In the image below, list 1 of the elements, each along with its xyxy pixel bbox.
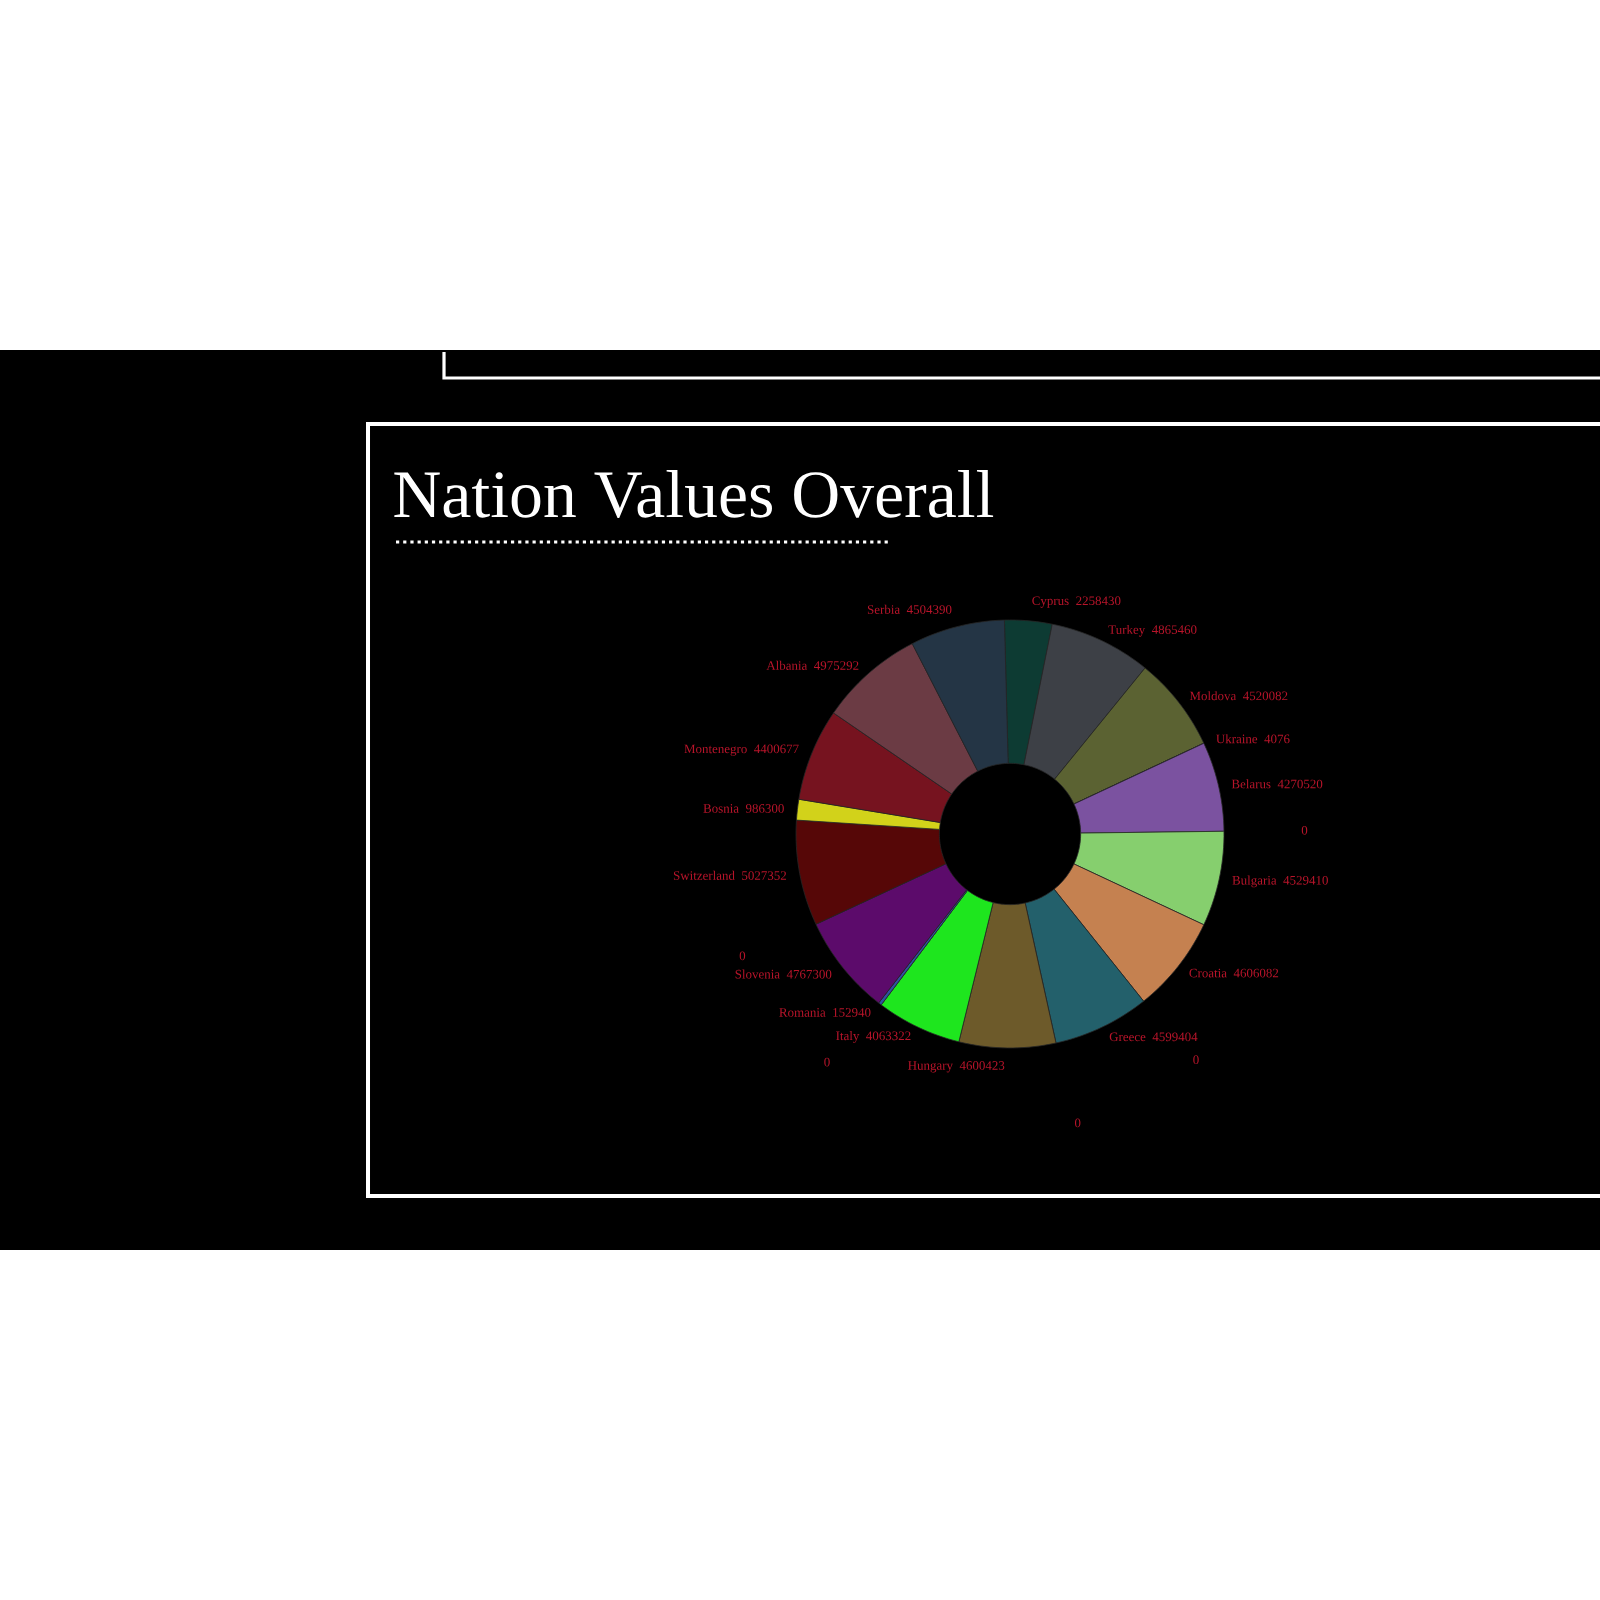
chart-title: Nation Values Overall (394, 469, 994, 519)
